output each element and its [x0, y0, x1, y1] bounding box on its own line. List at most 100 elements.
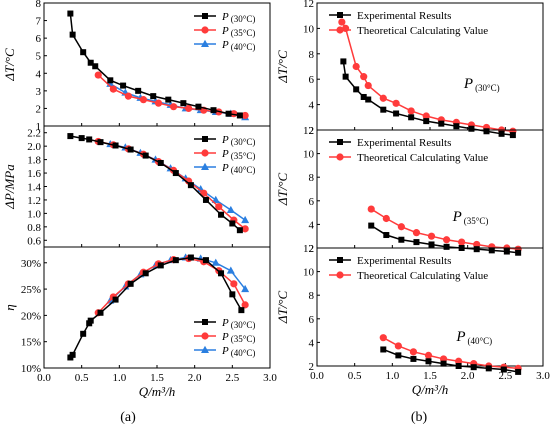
- data-point: [394, 342, 402, 350]
- data-point: [423, 118, 430, 125]
- legend-label: P (40°C): [221, 345, 255, 358]
- data-point: [438, 120, 445, 127]
- y-tick-label: 1.4: [27, 182, 41, 194]
- data-point: [473, 246, 480, 253]
- data-point: [397, 223, 405, 231]
- legend-name: P: [221, 162, 229, 174]
- y-tick-label: 2.2: [27, 128, 41, 140]
- y-axis-label: ΔP/MPa: [2, 164, 17, 210]
- data-point: [440, 360, 447, 367]
- y-tick-label: 1.2: [27, 195, 41, 207]
- y-tick-label: 2: [36, 103, 42, 115]
- data-point: [353, 86, 360, 93]
- data-point: [236, 112, 243, 119]
- data-point: [364, 81, 372, 90]
- legend-marker: [337, 12, 343, 18]
- y-tick-label: 10%: [21, 363, 41, 375]
- data-point: [218, 211, 225, 218]
- data-point: [485, 365, 492, 372]
- y-tick-label: 1: [36, 121, 42, 133]
- y-tick-label: 10: [303, 23, 315, 35]
- data-point: [442, 236, 451, 244]
- data-point: [229, 291, 236, 298]
- data-point: [229, 220, 236, 227]
- legend-label: P (35°C): [221, 148, 255, 161]
- y-axis-label: ΔT/°C: [275, 173, 290, 207]
- legend-marker: [202, 136, 208, 142]
- legend-marker: [336, 271, 344, 279]
- data-point: [215, 203, 223, 211]
- data-point: [127, 280, 134, 287]
- data-point: [157, 159, 164, 166]
- legend-name: P: [221, 134, 229, 146]
- y-tick-label: 2: [309, 361, 315, 373]
- data-point: [398, 236, 405, 243]
- legend-name: P: [221, 25, 229, 37]
- y-tick-label: 2: [309, 125, 315, 137]
- data-point: [80, 49, 87, 56]
- data-point: [187, 254, 194, 261]
- y-axis-label: ΔT/°C: [275, 50, 290, 84]
- annotation: P (35°C): [452, 209, 489, 226]
- legend-label: P (40°C): [221, 39, 255, 52]
- data-point: [202, 196, 209, 203]
- data-point: [503, 248, 510, 255]
- data-point: [379, 94, 387, 102]
- data-point: [142, 270, 149, 277]
- series-0: [368, 222, 522, 256]
- data-point: [379, 334, 387, 342]
- series-line: [383, 348, 519, 373]
- data-point: [241, 111, 249, 120]
- x-tick-label: 2.0: [461, 370, 475, 382]
- y-axis-label: η: [2, 304, 17, 310]
- data-point: [342, 73, 349, 80]
- data-point: [455, 363, 462, 369]
- y-tick-label: 1.0: [27, 208, 41, 220]
- data-point: [157, 262, 164, 269]
- legend: Experimental Results Theoretical Calculat…: [329, 255, 488, 282]
- data-point: [112, 296, 119, 303]
- chart-a_eta: 10% 15% 20% 25% 30% 0.0 0.5 1.0 1.5 2.0 2.5 3.0 η Q/m…: [2, 246, 277, 399]
- data-point: [238, 307, 245, 314]
- data-point: [409, 348, 418, 356]
- data-point: [211, 195, 220, 203]
- y-tick-label: 12: [303, 243, 314, 255]
- legend-label: P (35°C): [221, 25, 255, 38]
- y-tick-label: 7: [36, 16, 42, 28]
- panel-label-a: (a): [120, 410, 136, 425]
- legend-sub: (35°C): [231, 151, 256, 161]
- data-point: [410, 355, 417, 362]
- legend-marker: [202, 13, 208, 19]
- legend-label: P (40°C): [221, 162, 255, 175]
- data-point: [500, 366, 507, 373]
- panel-label-b: (b): [411, 410, 428, 425]
- annotation-sub: (40°C): [468, 336, 493, 346]
- legend: P (30°C)P (35°C)P (40°C): [194, 317, 255, 358]
- legend-marker: [201, 149, 209, 157]
- data-point: [498, 130, 505, 137]
- data-point: [87, 317, 94, 324]
- y-tick-label: 4: [309, 337, 315, 349]
- legend-label: P (35°C): [221, 331, 255, 344]
- legend-marker: [337, 257, 343, 263]
- legend-label: Theoretical Calculating Value: [357, 152, 488, 164]
- x-axis-label: Q/m³/h: [139, 384, 175, 399]
- series-0: [67, 254, 245, 361]
- y-tick-label: 1.6: [27, 168, 41, 180]
- data-point: [112, 142, 119, 149]
- y-tick-label: 0.6: [27, 235, 41, 247]
- y-tick-label: 8: [36, 0, 42, 10]
- y-tick-label: 2.0: [27, 141, 41, 153]
- legend-name: P: [221, 317, 229, 329]
- legend-label: Experimental Results: [357, 10, 451, 22]
- data-point: [365, 96, 372, 103]
- x-tick-label: 2.5: [498, 370, 512, 382]
- legend-sub: (35°C): [231, 334, 256, 344]
- legend-name: P: [221, 345, 229, 357]
- legend-sub: (30°C): [231, 320, 256, 330]
- legend-name: P: [221, 148, 229, 160]
- data-point: [443, 243, 450, 250]
- legend-marker: [336, 153, 344, 161]
- y-tick-label: 6: [36, 33, 42, 45]
- data-point: [236, 227, 243, 234]
